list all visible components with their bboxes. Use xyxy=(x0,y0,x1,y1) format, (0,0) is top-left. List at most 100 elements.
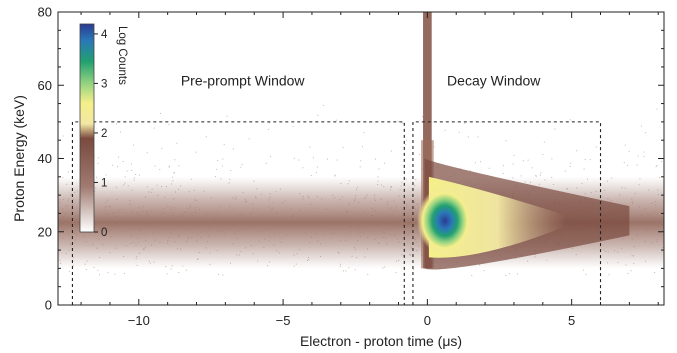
noise-point xyxy=(142,206,144,208)
noise-point xyxy=(201,231,203,233)
noise-point xyxy=(414,221,416,223)
noise-point xyxy=(348,180,350,182)
noise-point xyxy=(250,213,252,215)
noise-point xyxy=(502,165,504,167)
noise-point xyxy=(299,248,301,250)
noise-point xyxy=(143,248,145,250)
noise-point xyxy=(240,220,242,222)
noise-point xyxy=(149,262,151,264)
noise-point xyxy=(364,256,366,258)
noise-point xyxy=(483,270,485,272)
noise-point xyxy=(336,229,338,231)
noise-point xyxy=(335,119,337,121)
noise-point xyxy=(259,218,261,220)
noise-point xyxy=(406,220,408,222)
noise-point xyxy=(113,212,115,214)
noise-point xyxy=(374,219,376,221)
noise-point xyxy=(131,234,133,236)
noise-point xyxy=(243,215,245,217)
noise-point xyxy=(104,218,106,220)
noise-point xyxy=(59,224,61,226)
noise-point xyxy=(151,221,153,223)
noise-point xyxy=(155,224,157,226)
noise-point xyxy=(649,214,651,216)
noise-point xyxy=(354,269,356,271)
noise-point xyxy=(85,269,87,271)
noise-point xyxy=(265,162,267,164)
noise-point xyxy=(133,242,135,244)
noise-point xyxy=(162,223,164,225)
noise-point xyxy=(512,163,514,165)
noise-point xyxy=(309,146,311,148)
noise-point xyxy=(479,264,481,266)
noise-point xyxy=(76,190,78,192)
noise-point xyxy=(471,275,473,277)
noise-point xyxy=(576,150,578,152)
noise-point xyxy=(105,201,107,203)
noise-point xyxy=(99,228,101,230)
noise-point xyxy=(397,221,399,223)
noise-point xyxy=(260,193,262,195)
noise-point xyxy=(367,273,369,275)
noise-point xyxy=(74,219,76,221)
noise-point xyxy=(62,208,64,210)
noise-point xyxy=(405,178,407,180)
noise-point xyxy=(124,222,126,224)
noise-point xyxy=(390,186,392,188)
noise-point xyxy=(205,247,207,249)
noise-point xyxy=(624,144,626,146)
noise-point xyxy=(358,220,360,222)
noise-point xyxy=(142,210,144,212)
noise-point xyxy=(355,220,357,222)
noise-point xyxy=(85,241,87,243)
noise-point xyxy=(381,232,383,234)
noise-point xyxy=(529,182,531,184)
noise-point xyxy=(216,213,218,215)
noise-point xyxy=(346,211,348,213)
noise-point xyxy=(374,210,376,212)
noise-point xyxy=(350,219,352,221)
noise-point xyxy=(398,226,400,228)
noise-point xyxy=(72,204,74,206)
noise-point xyxy=(127,229,129,231)
noise-point xyxy=(405,144,407,146)
noise-point xyxy=(358,223,360,225)
noise-point xyxy=(322,222,324,224)
noise-point xyxy=(196,234,198,236)
noise-point xyxy=(196,258,198,260)
noise-point xyxy=(607,198,609,200)
noise-point xyxy=(302,195,304,197)
noise-point xyxy=(356,189,358,191)
noise-point xyxy=(269,196,271,198)
noise-point xyxy=(126,222,128,224)
noise-point xyxy=(193,220,195,222)
noise-point xyxy=(238,254,240,256)
noise-point xyxy=(282,237,284,239)
noise-point xyxy=(166,227,168,229)
noise-point xyxy=(157,194,159,196)
noise-point xyxy=(634,192,636,194)
noise-point xyxy=(414,207,416,209)
noise-point xyxy=(169,223,171,225)
noise-point xyxy=(394,234,396,236)
noise-point xyxy=(194,207,196,209)
noise-point xyxy=(58,221,60,223)
noise-point xyxy=(292,125,294,127)
noise-point xyxy=(151,188,153,190)
noise-point xyxy=(293,157,295,159)
noise-point xyxy=(131,189,133,191)
noise-point xyxy=(581,183,583,185)
noise-point xyxy=(595,190,597,192)
noise-point xyxy=(308,257,310,259)
noise-point xyxy=(517,273,519,275)
noise-point xyxy=(340,213,342,215)
noise-point xyxy=(338,252,340,254)
noise-point xyxy=(531,167,533,169)
noise-point xyxy=(94,190,96,192)
noise-point xyxy=(110,225,112,227)
noise-point xyxy=(215,216,217,218)
noise-point xyxy=(298,217,300,219)
noise-point xyxy=(174,207,176,209)
noise-point xyxy=(348,267,350,269)
